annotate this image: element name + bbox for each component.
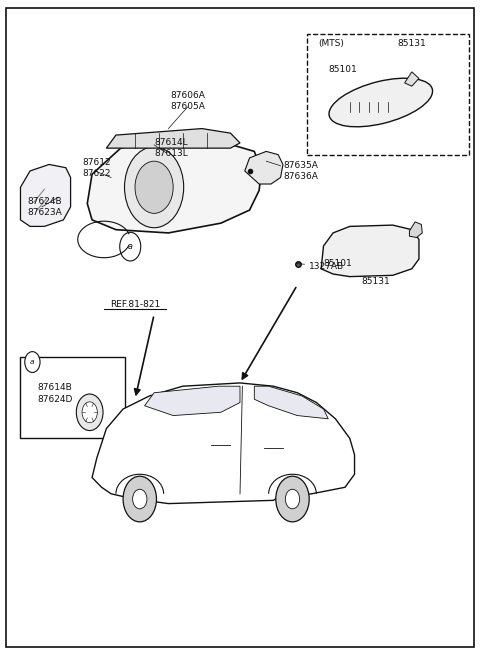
Text: 85101: 85101 (324, 259, 352, 268)
Circle shape (276, 476, 309, 522)
Polygon shape (405, 72, 419, 86)
FancyBboxPatch shape (21, 357, 125, 438)
Text: 87635A
87636A: 87635A 87636A (283, 161, 318, 181)
Circle shape (76, 394, 103, 430)
Text: (MTS): (MTS) (319, 39, 345, 48)
Polygon shape (245, 151, 283, 184)
Polygon shape (107, 128, 240, 148)
Ellipse shape (329, 78, 432, 127)
Text: 87624B
87623A: 87624B 87623A (28, 196, 62, 217)
Polygon shape (254, 386, 328, 419)
Circle shape (25, 352, 40, 373)
Text: a: a (128, 242, 132, 251)
Text: 85101: 85101 (328, 66, 357, 75)
Text: REF.81-821: REF.81-821 (110, 300, 160, 309)
Circle shape (135, 161, 173, 214)
Circle shape (132, 489, 147, 509)
Text: 1327AB: 1327AB (309, 262, 344, 271)
Text: 85131: 85131 (362, 277, 390, 286)
Text: 87612
87622: 87612 87622 (83, 158, 111, 178)
Text: a: a (30, 359, 35, 365)
Circle shape (82, 402, 97, 422)
Circle shape (124, 147, 184, 228)
Text: 87614L
87613L: 87614L 87613L (154, 138, 188, 159)
Polygon shape (21, 164, 71, 227)
Circle shape (285, 489, 300, 509)
Circle shape (120, 233, 141, 261)
Polygon shape (87, 138, 262, 233)
Circle shape (123, 476, 156, 522)
Text: 87614B
87624D: 87614B 87624D (37, 383, 72, 403)
Polygon shape (321, 225, 419, 276)
Text: 85131: 85131 (397, 39, 426, 48)
Text: 87606A
87605A: 87606A 87605A (170, 91, 205, 111)
Polygon shape (409, 222, 422, 238)
Polygon shape (144, 386, 240, 415)
Polygon shape (92, 383, 355, 504)
